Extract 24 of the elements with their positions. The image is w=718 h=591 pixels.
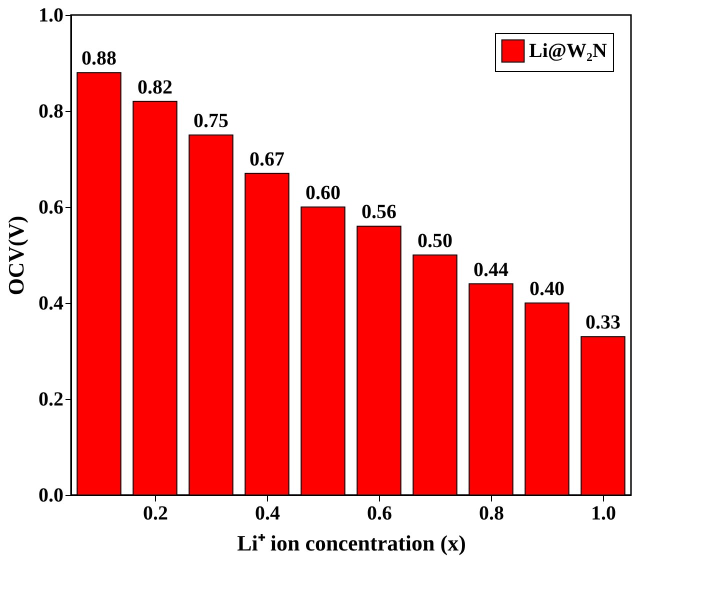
data-label: 0.82 xyxy=(138,76,172,98)
data-label: 0.56 xyxy=(362,201,396,224)
data-label: 0.44 xyxy=(474,258,508,281)
x-tick-label: 0.6 xyxy=(367,502,392,524)
y-tick-label: 0.4 xyxy=(38,292,64,314)
data-label: 0.67 xyxy=(250,148,284,170)
x-axis-title: Li⁺ ion concentration (x) xyxy=(237,530,466,556)
data-label: 0.75 xyxy=(194,110,228,132)
data-label: 0.33 xyxy=(586,312,620,334)
legend-label: Li@W₂N xyxy=(529,40,608,62)
y-tick-label: 0.0 xyxy=(38,484,64,506)
y-tick-label: 0.8 xyxy=(38,100,64,122)
data-label: 0.60 xyxy=(306,182,340,204)
x-tick-label: 0.2 xyxy=(143,502,168,524)
y-tick-label: 0.6 xyxy=(38,196,64,218)
y-tick-label: 0.2 xyxy=(38,388,64,410)
data-label: 0.88 xyxy=(82,48,116,70)
data-label: 0.50 xyxy=(418,230,452,252)
x-tick-label: 1.0 xyxy=(591,502,616,524)
y-tick-label: 1.0 xyxy=(38,4,64,26)
data-label: 0.40 xyxy=(530,278,564,300)
x-tick-label: 0.8 xyxy=(479,502,504,524)
x-tick-label: 0.4 xyxy=(255,502,280,524)
y-axis-title: OCV(V) xyxy=(4,216,28,296)
